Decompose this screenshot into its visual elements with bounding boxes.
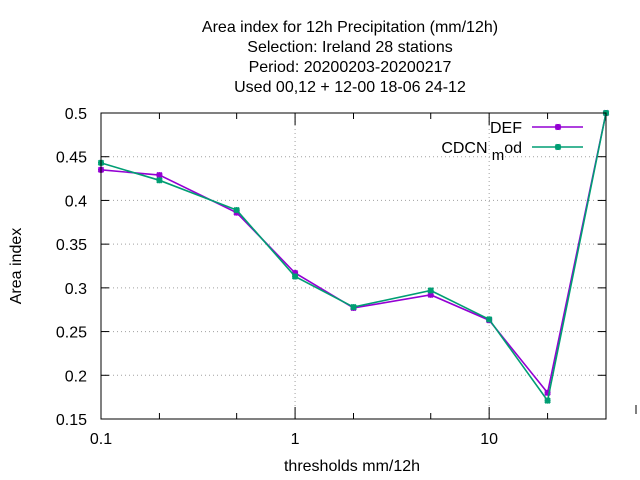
y-tick-label: 0.5 xyxy=(65,106,87,123)
grid xyxy=(101,113,606,419)
data-point-stroke xyxy=(485,316,493,323)
data-point xyxy=(485,316,493,323)
y-tick-label: 0.4 xyxy=(65,193,87,210)
series-lines xyxy=(97,109,610,404)
data-point xyxy=(554,143,562,151)
legend-label-main: CDCN xyxy=(441,140,487,157)
legend-label-subscript: m xyxy=(488,147,505,164)
data-point xyxy=(233,206,240,214)
y-tick-label: 0.15 xyxy=(56,412,87,429)
y-axis-label: Area index xyxy=(8,228,25,305)
data-point xyxy=(156,171,163,179)
data-point-stroke xyxy=(156,177,163,184)
y-tick-label: 0.25 xyxy=(56,325,87,342)
chart-title: Area index for 12h Precipitation (mm/12h… xyxy=(202,19,498,96)
data-point-stroke xyxy=(156,171,163,179)
legend-label-suffix: od xyxy=(504,140,522,157)
data-point xyxy=(156,177,163,184)
y-tick-label: 0.35 xyxy=(56,237,87,254)
title-line: Selection: Ireland 28 stations xyxy=(247,39,452,56)
data-point-stroke xyxy=(233,206,240,214)
x-tick-label: 1 xyxy=(291,431,300,448)
y-tick-label: 0.3 xyxy=(65,281,87,298)
title-line: Used 00,12 + 12-00 18-06 24-12 xyxy=(234,79,466,96)
data-point-stroke xyxy=(554,123,562,131)
axis-ticks: 0.15 0.2 0.25 0.3 0.35 0.4 0.45 0.5 0.1 1 10 xyxy=(56,106,637,448)
x-tick-label: 10 xyxy=(480,431,498,448)
data-point-stroke xyxy=(427,287,434,294)
title-line: Area index for 12h Precipitation (mm/12h… xyxy=(202,19,498,36)
y-tick-label: 0.2 xyxy=(65,368,87,385)
data-point-stroke xyxy=(544,397,551,404)
data-point xyxy=(291,273,299,280)
legend-label: CDCN mod xyxy=(441,140,522,164)
title-line: Period: 20200203-20200217 xyxy=(249,59,452,76)
data-point-stroke xyxy=(350,303,357,311)
x-tick-label: 0.1 xyxy=(90,431,112,448)
data-point xyxy=(554,123,562,131)
data-point xyxy=(427,287,434,294)
series-line xyxy=(100,112,607,403)
data-point xyxy=(544,397,551,404)
plot-frame xyxy=(100,112,607,420)
legend-label: DEF xyxy=(490,120,522,137)
x-axis-label: thresholds mm/12h xyxy=(284,458,420,475)
series-line xyxy=(100,112,607,395)
legend-label-main: DEF xyxy=(490,120,522,137)
y-tick-label: 0.45 xyxy=(56,150,87,167)
data-point xyxy=(350,303,357,311)
data-point-stroke xyxy=(554,143,562,151)
data-point-stroke xyxy=(291,273,299,280)
